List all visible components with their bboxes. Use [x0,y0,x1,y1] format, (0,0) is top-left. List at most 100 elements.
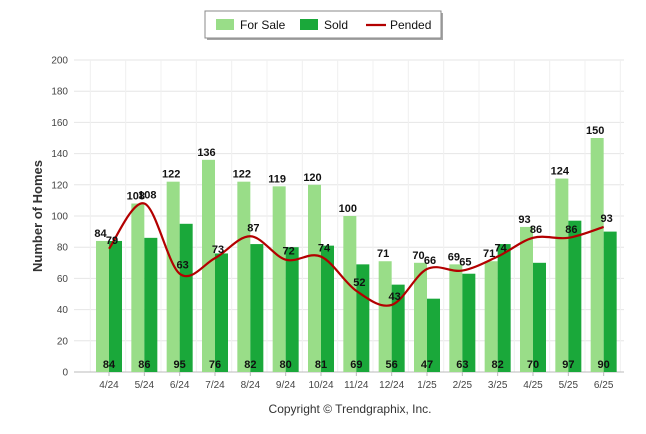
for-sale-bar [96,240,109,372]
for-sale-bar [520,226,533,372]
sold-bar [109,240,122,372]
sold-bar [427,298,440,372]
for-sale-value-label: 124 [551,166,570,178]
x-tick-label: 6/25 [594,380,614,391]
pended-value-label: 63 [177,260,189,272]
sold-bar [533,262,546,372]
y-tick-label: 160 [51,118,68,129]
y-tick-label: 140 [51,149,68,160]
for-sale-bar [237,181,251,372]
y-tick-label: 100 [51,212,68,223]
for-sale-value-label: 150 [586,125,604,137]
data-labels: 84 84 108 86 122 95 136 76 122 82 119 80 120 81 100 69 7… [94,125,612,371]
sold-bar [462,273,476,372]
for-sale-value-label: 84 [94,228,107,240]
for-sale-bar [555,178,569,372]
for-sale-bar [202,159,215,372]
sold-bar [391,284,405,372]
for-sale-value-label: 122 [162,169,180,181]
for-sale-bar [308,184,321,372]
x-tick-label: 3/25 [488,380,508,391]
sold-bar [603,231,617,372]
x-tick-label: 8/24 [241,380,261,391]
x-tick-label: 10/24 [308,380,333,391]
legend-box [204,10,442,39]
pended-value-label: 74 [318,243,331,255]
for-sale-bar [414,262,427,372]
legend-swatch [216,19,234,30]
x-tick-label: 11/24 [344,380,369,391]
legend-swatch [300,19,318,30]
sold-bar [321,245,334,372]
x-tick-label: 4/24 [99,380,119,391]
for-sale-value-label: 93 [518,214,530,226]
pended-value-label: 108 [138,190,156,202]
pended-value-label: 43 [389,291,401,303]
sold-value-label: 76 [209,359,221,371]
y-tick-label: 200 [51,56,68,67]
legend: For Sale Sold Pended [204,10,443,40]
pended-value-label: 66 [424,255,436,267]
y-tick-label: 20 [57,336,69,347]
sold-value-label: 69 [350,359,362,371]
pended-line [108,202,605,307]
sold-value-label: 56 [386,359,398,371]
y-tick-label: 180 [51,87,68,98]
sold-bar [568,220,582,372]
for-sale-bar [590,138,604,372]
for-sale-value-label: 71 [483,248,495,260]
x-tick-label: 7/24 [205,380,225,391]
x-tick-label: 12/24 [379,380,404,391]
x-tick-label: 5/24 [135,380,155,391]
legend-label: Sold [324,18,348,32]
y-tick-label: 120 [51,180,68,191]
for-sale-value-label: 70 [412,250,424,262]
for-sale-value-label: 119 [268,173,286,185]
sold-value-label: 47 [421,359,433,371]
y-tick-label: 60 [57,274,69,285]
legend-label: Pended [390,18,431,32]
for-sale-value-label: 108 [127,191,145,203]
x-tick-label: 1/25 [417,380,437,391]
for-sale-bar [166,181,180,372]
sold-bar [497,244,511,372]
sold-value-label: 86 [138,359,150,371]
pended-value-label: 87 [247,222,259,234]
pended-value-label: 52 [353,277,365,289]
for-sale-value-label: 71 [377,248,389,260]
x-tick-label: 5/25 [559,380,579,391]
sold-bar [356,264,370,372]
pended-value-label: 73 [212,244,224,256]
y-axis-label: Number of Homes [30,160,45,272]
for-sale-value-label: 120 [303,172,321,184]
bars [96,138,617,372]
for-sale-value-label: 69 [448,251,460,263]
y-tick-label: 0 [62,368,68,379]
sold-bar [215,253,228,372]
pended-value-label: 74 [495,243,508,255]
sold-value-label: 70 [527,359,539,371]
sold-value-label: 80 [280,359,292,371]
pended-value-label: 86 [530,224,542,236]
sold-value-label: 84 [103,359,116,371]
pended-series-line [108,202,605,307]
y-tick-label: 40 [57,305,69,316]
legend-label: For Sale [240,18,286,32]
for-sale-bar [378,261,392,372]
for-sale-value-label: 122 [233,169,251,181]
sold-bar [179,223,193,372]
sold-value-label: 63 [456,359,468,371]
sold-bar [285,247,299,372]
for-sale-bar [484,261,498,372]
for-sale-value-label: 100 [339,203,357,215]
y-axis-ticks: 0 20 40 60 80 100 120 140 160 180 200 [51,56,68,379]
for-sale-bar [449,264,463,372]
sold-value-label: 95 [174,359,186,371]
sold-value-label: 81 [315,359,327,371]
for-sale-bar [131,203,145,372]
copyright-text: Copyright © Trendgraphix, Inc. [269,402,432,416]
pended-value-label: 93 [601,213,613,225]
x-tick-label: 6/24 [170,380,190,391]
